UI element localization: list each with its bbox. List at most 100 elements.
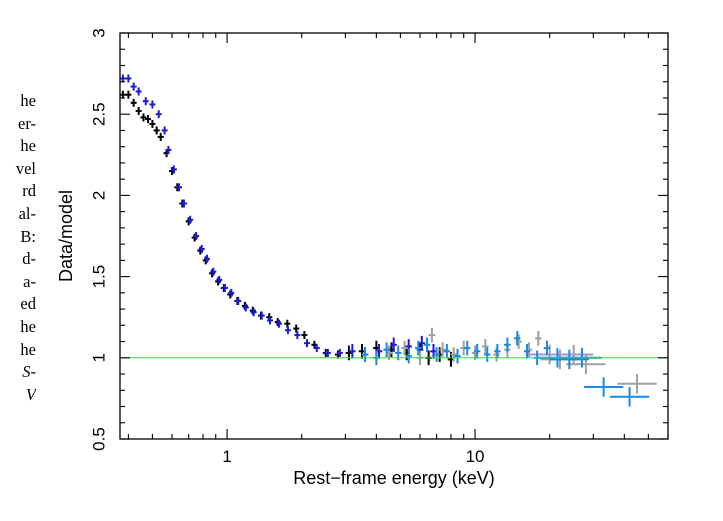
data-point bbox=[242, 303, 249, 312]
series-0 bbox=[119, 90, 455, 367]
data-point bbox=[193, 232, 200, 240]
data-point bbox=[535, 331, 542, 346]
y-axis-label: Data/model bbox=[56, 190, 76, 282]
y-tick-label: 1 bbox=[89, 353, 108, 362]
data-point bbox=[119, 90, 126, 99]
y-tick-label: 3 bbox=[89, 28, 108, 37]
data-point bbox=[423, 337, 431, 353]
data-point bbox=[301, 331, 308, 340]
x-axis-label: Rest−frame energy (keV) bbox=[293, 468, 495, 488]
y-tick-label: 0.5 bbox=[89, 427, 108, 451]
data-point bbox=[313, 344, 320, 353]
data-point bbox=[180, 199, 187, 208]
data-point bbox=[140, 113, 147, 122]
page-text-line: al- bbox=[18, 203, 36, 223]
data-point bbox=[210, 267, 217, 276]
data-point bbox=[198, 244, 205, 253]
data-point bbox=[609, 387, 650, 407]
data-point bbox=[216, 275, 223, 284]
data-point bbox=[504, 337, 511, 353]
page-text-line: d- bbox=[22, 249, 36, 269]
y-tick-label: 2 bbox=[89, 191, 108, 200]
data-point bbox=[617, 374, 657, 394]
data-point bbox=[523, 343, 531, 359]
data-point bbox=[294, 331, 301, 340]
data-point bbox=[401, 340, 408, 356]
data-point bbox=[336, 348, 343, 357]
page-text-fragment: he er-he vel rd al- B: d-a-ed he he S- V bbox=[0, 90, 36, 406]
data-point bbox=[390, 337, 397, 353]
data-point bbox=[324, 348, 331, 357]
data-point bbox=[303, 339, 310, 348]
data-point bbox=[227, 290, 234, 299]
data-point bbox=[482, 339, 489, 354]
data-point bbox=[187, 215, 194, 224]
plot-frame bbox=[119, 32, 669, 440]
data-point bbox=[149, 119, 156, 128]
page-text-line: rd bbox=[22, 181, 36, 201]
data-point bbox=[130, 98, 137, 107]
axis-ticks bbox=[120, 32, 669, 440]
data-point bbox=[293, 324, 300, 333]
page-text-line: a- bbox=[23, 271, 36, 291]
data-point bbox=[484, 347, 491, 362]
data-point bbox=[428, 327, 436, 343]
data-point bbox=[418, 335, 426, 351]
axis-tick-labels: 0.5 1 1.5 2 2.5 3 1 10 bbox=[89, 28, 484, 466]
data-point bbox=[165, 145, 172, 154]
data-point bbox=[439, 342, 446, 357]
data-point bbox=[361, 347, 369, 362]
data-point bbox=[145, 115, 152, 124]
x-tick-label: 1 bbox=[222, 447, 231, 466]
x-tick-label: 10 bbox=[466, 447, 485, 466]
data-point bbox=[405, 348, 412, 364]
data-point bbox=[235, 296, 242, 305]
data-point bbox=[549, 349, 589, 370]
data-point bbox=[221, 283, 228, 292]
page-text-line: he bbox=[20, 316, 36, 336]
page-text-line: he bbox=[20, 339, 36, 359]
data-point bbox=[284, 326, 291, 335]
y-tick-label: 1.5 bbox=[89, 265, 108, 289]
page-text-line: V bbox=[25, 384, 36, 404]
page-text-line: vel bbox=[15, 158, 36, 178]
data-point bbox=[170, 165, 177, 174]
data-point bbox=[276, 319, 283, 328]
data-point bbox=[119, 74, 126, 83]
page-text-line: he bbox=[20, 91, 36, 110]
page-text-line: he bbox=[20, 136, 36, 156]
data-point bbox=[450, 347, 457, 362]
data-point bbox=[228, 288, 235, 297]
data-point bbox=[514, 331, 521, 346]
data-point bbox=[543, 340, 551, 356]
data-point bbox=[153, 126, 160, 135]
data-point bbox=[454, 348, 461, 364]
data-point bbox=[584, 377, 624, 397]
data-point bbox=[135, 87, 142, 96]
data-point bbox=[155, 110, 162, 119]
data-point bbox=[142, 97, 149, 106]
data-point bbox=[135, 106, 142, 115]
page-text-line: B: bbox=[20, 226, 36, 246]
data-point bbox=[433, 347, 440, 362]
page-text-line: S- bbox=[22, 362, 36, 382]
data-point bbox=[267, 316, 274, 325]
data-point bbox=[149, 100, 156, 109]
data-point bbox=[494, 343, 501, 359]
data-point bbox=[161, 126, 168, 135]
data-point bbox=[349, 343, 356, 359]
data-point bbox=[463, 340, 471, 356]
data-point bbox=[414, 340, 422, 356]
page-text-line: er- bbox=[18, 113, 36, 133]
data-point bbox=[258, 311, 265, 320]
data-point bbox=[473, 343, 481, 359]
data-point bbox=[176, 183, 183, 192]
data-point bbox=[204, 254, 211, 263]
data-point bbox=[157, 132, 164, 141]
data-point bbox=[383, 342, 390, 357]
data-point bbox=[125, 90, 132, 99]
data-point bbox=[443, 343, 451, 359]
data-point bbox=[250, 308, 257, 317]
y-tick-label: 2.5 bbox=[89, 102, 108, 126]
